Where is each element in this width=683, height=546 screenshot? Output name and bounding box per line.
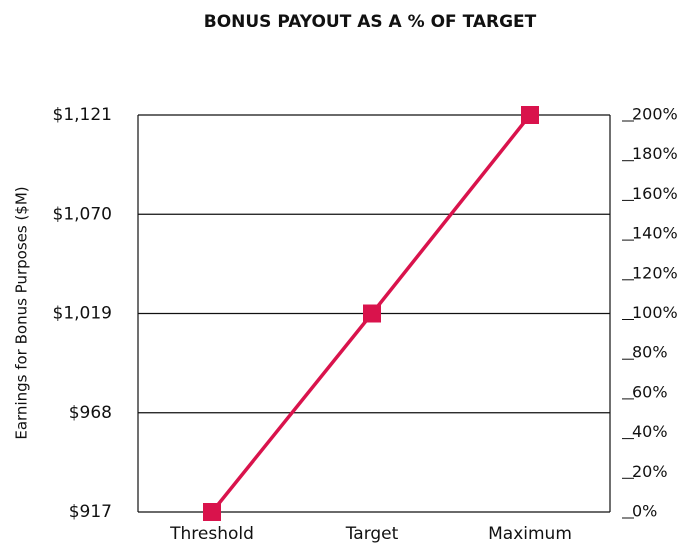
y2-tick-label: 160% <box>632 184 678 203</box>
y2-tick-label: 100% <box>632 303 678 322</box>
x-tick-label: Threshold <box>169 524 254 544</box>
y-tick-label: $1,019 <box>53 304 112 324</box>
x-tick-label: Target <box>345 524 399 544</box>
y2-tick-label: 0% <box>632 502 657 521</box>
y-tick-label: $968 <box>69 403 112 423</box>
y2-tick-label: 80% <box>632 343 668 362</box>
y-tick-label: $1,070 <box>53 204 112 224</box>
y2-tick-label: 20% <box>632 462 668 481</box>
y2-tick-label: 40% <box>632 422 668 441</box>
y2-tick-label: 60% <box>632 382 668 401</box>
y-tick-label: $1,121 <box>53 105 112 125</box>
y-axis-label: Earnings for Bonus Purposes ($M) <box>13 186 31 439</box>
y2-tick-label: 140% <box>632 224 678 243</box>
marker <box>521 106 539 124</box>
y2-tick-label: 180% <box>632 144 678 163</box>
x-tick-label: Maximum <box>488 524 572 544</box>
y-tick-label: $917 <box>69 502 112 522</box>
y2-tick-label: 200% <box>632 105 678 124</box>
marker <box>363 304 381 323</box>
y2-tick-label: 120% <box>632 263 678 282</box>
marker <box>203 503 221 521</box>
chart-title: BONUS PAYOUT AS A % OF TARGET <box>204 12 537 32</box>
